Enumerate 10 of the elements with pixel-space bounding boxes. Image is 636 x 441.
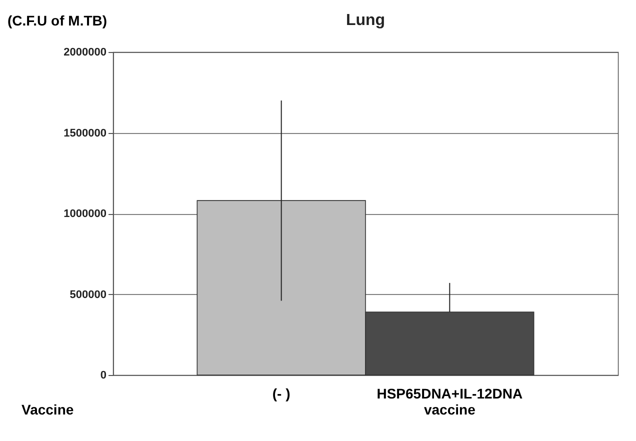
y-tick-label: 500000 bbox=[70, 288, 106, 301]
x-tick-label: (- ) bbox=[272, 386, 290, 402]
x-tick-label: HSP65DNA+IL-12DNA vaccine bbox=[376, 386, 523, 418]
y-tick-label: 2000000 bbox=[64, 46, 106, 58]
chart-title: Lung bbox=[346, 12, 386, 29]
y-tick-label: 0 bbox=[100, 370, 106, 382]
y-tick-label: 1500000 bbox=[64, 127, 106, 140]
y-axis-title: (C.F.U of M.TB) bbox=[8, 12, 108, 28]
x-axis-title: Vaccine bbox=[22, 402, 74, 418]
y-tick-label: 1000000 bbox=[64, 208, 106, 220]
